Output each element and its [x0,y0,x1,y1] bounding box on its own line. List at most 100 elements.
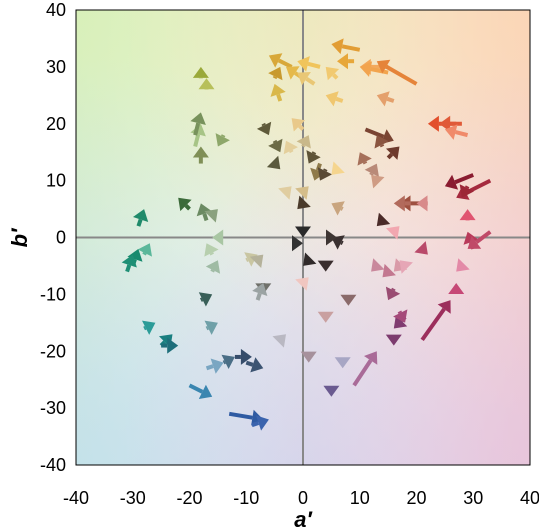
arrow-shaft [272,75,278,80]
arrow-head [256,415,269,431]
arrow-head [317,311,334,323]
y-axis-title: b′ [7,227,32,247]
arrow-head [297,72,311,86]
arrow-mark [198,292,213,307]
arrow-mark [268,66,283,81]
arrow-head [399,260,413,274]
arrow-head [252,283,268,296]
arrow-mark [204,209,218,223]
arrow-head [386,146,400,160]
arrow-mark [323,385,340,397]
arrow-head [291,118,306,132]
arrow-head [364,163,379,177]
arrow-shaft [391,287,396,292]
arrow-mark [459,209,476,221]
arrow-head [427,115,439,132]
arrow-mark [221,354,235,369]
y-tick-labels: -40 -30 -20 -10 0 10 20 30 40 [40,0,66,475]
arrow-head [386,226,400,240]
arrow-head [250,357,264,373]
arrow-head [444,174,459,190]
arrow-mark [317,167,333,181]
x-tick-label: -30 [120,488,146,508]
arrow-head [192,146,209,158]
arrow-head [196,203,212,217]
arrow-mark [215,133,230,147]
arrow-shaft [379,144,385,148]
arrow-head [295,226,311,238]
arrow-mark [212,229,224,246]
arrow-mark [142,320,156,335]
arrow-shaft [352,359,373,387]
arrow-head [325,66,340,81]
arrow-mark [399,260,413,274]
arrow-mark [292,235,303,252]
arrow-shaft [220,134,226,138]
arrow-mark [137,243,152,257]
arrow-mark [278,186,292,200]
arrow-head [270,83,286,97]
y-tick-label: -30 [40,398,66,418]
arrow-mark [448,283,465,294]
arrow-mark [249,254,264,268]
arrow-head [323,385,340,397]
arrow-shaft [332,73,339,80]
arrow-mark [204,320,218,335]
arrow-head [334,357,351,369]
arrow-mark [245,357,264,373]
y-tick-label: 10 [46,171,66,191]
arrow-mark [190,112,206,136]
y-tick-label: 0 [56,228,66,248]
arrow-shaft [125,264,132,273]
arrow-shaft [222,360,226,365]
arrow-mark [393,195,411,212]
arrow-head [204,243,219,257]
arrow-head [337,53,348,70]
arrow-mark [198,78,215,90]
arrow-head [317,167,333,181]
arrow-mark [340,294,357,306]
arrow-head [268,138,283,153]
arrow-mark [317,260,334,272]
arrow-mark [205,260,221,274]
arrow-marks [121,38,492,431]
arrow-head [310,167,326,181]
arrow-mark [444,173,474,190]
x-tick-label: -40 [63,488,89,508]
arrow-mark [371,258,385,272]
arrow-head [278,186,292,200]
arrow-mark [337,53,355,70]
arrow-mark [306,150,321,164]
arrow-head [459,209,476,221]
arrow-shaft [193,122,201,136]
arrow-shaft [386,96,395,103]
arrow-mark [270,83,286,102]
arrow-mark [204,243,219,257]
y-tick-label: -20 [40,341,66,361]
arrow-mark [192,66,209,79]
arrow-head [178,197,192,212]
arrow-head [371,258,385,272]
arrow-mark [467,230,492,249]
plot-border [75,9,531,466]
arrow-shaft [205,325,209,331]
arrow-head [359,61,373,77]
arrow-mark [283,140,298,155]
arrow-mark [331,38,361,55]
arrow-shaft [340,206,344,211]
arrow-mark [196,203,212,222]
arrow-head [295,186,309,200]
arrow-mark [364,163,379,177]
x-tick-label: 10 [350,488,370,508]
arrow-mark [376,59,418,86]
arrow-head [374,135,389,149]
arrow-head [205,260,221,274]
arrow-head [325,91,339,107]
arrow-mark [359,61,389,77]
y-tick-label: 30 [46,57,66,77]
arrow-head [459,184,474,198]
arrow-shaft [277,58,293,69]
arrow-shaft [199,297,204,302]
arrow-head [256,121,272,136]
